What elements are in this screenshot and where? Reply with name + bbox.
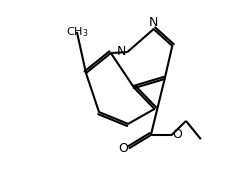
Text: O: O (172, 128, 182, 141)
Text: CH$_3$: CH$_3$ (66, 25, 88, 39)
Text: O: O (118, 143, 128, 155)
Text: N: N (149, 16, 158, 29)
Text: N: N (117, 45, 126, 58)
